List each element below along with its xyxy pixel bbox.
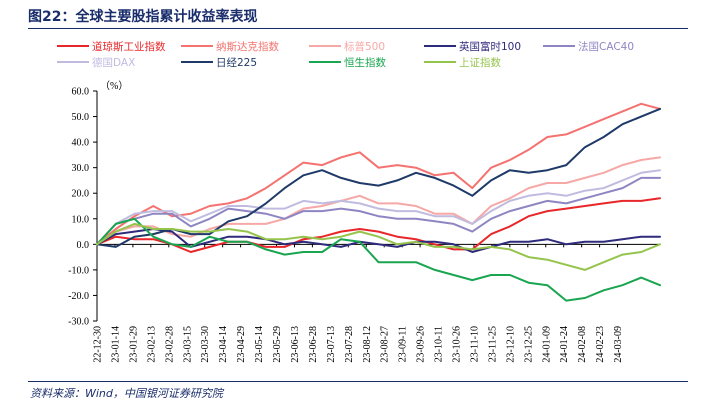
x-tick-label: 23-12-25 bbox=[523, 326, 534, 363]
series-line bbox=[96, 107, 661, 248]
series-line bbox=[96, 222, 661, 271]
series-line bbox=[96, 156, 661, 246]
x-tick-label: 24-02-23 bbox=[595, 326, 606, 363]
y-tick-label: 20.0 bbox=[72, 189, 90, 200]
source-divider bbox=[28, 381, 688, 382]
x-tick-label: 23-12-10 bbox=[505, 326, 516, 363]
legend-label: 德国DAX bbox=[92, 56, 135, 69]
series-line bbox=[96, 102, 661, 246]
legend-label: 日经225 bbox=[216, 56, 257, 69]
x-tick-label: 24-01-24 bbox=[559, 326, 570, 363]
x-tick-label: 23-01-29 bbox=[128, 326, 139, 363]
x-axis: 22-12-30 23-01-14 23-01-29 23-02-13 23-02-28… bbox=[93, 243, 660, 363]
x-tick-label: 23-11-25 bbox=[487, 326, 498, 362]
title-divider bbox=[28, 28, 688, 29]
x-tick-label: 23-05-29 bbox=[272, 326, 283, 363]
x-tick-label: 23-02-28 bbox=[164, 326, 175, 363]
y-tick-label: -10.0 bbox=[68, 265, 89, 276]
x-tick-label: 23-06-28 bbox=[308, 326, 319, 363]
x-tick-label: 23-02-13 bbox=[146, 326, 157, 363]
x-tick-label: 23-10-11 bbox=[434, 326, 445, 362]
x-tick-label: 23-04-14 bbox=[218, 326, 229, 363]
x-tick-label: 23-06-13 bbox=[290, 326, 301, 363]
y-axis: -30.0 -20.0 -10.0 0.0 10.0 20.0 30.0 40.0 50.0 60… bbox=[68, 87, 98, 328]
y-tick-label: 30.0 bbox=[72, 163, 90, 174]
x-tick-label: 23-03-15 bbox=[182, 326, 193, 363]
series-line bbox=[96, 217, 661, 302]
y-axis-unit-label: （%） bbox=[100, 80, 128, 92]
x-tick-label: 24-01-09 bbox=[541, 326, 552, 363]
y-tick-label: 10.0 bbox=[72, 214, 90, 225]
x-tick-label: 23-07-13 bbox=[326, 326, 337, 363]
x-tick-label: 23-03-30 bbox=[200, 326, 211, 363]
x-tick-label: 24-02-08 bbox=[577, 326, 588, 363]
legend: 道琼斯工业指数 纳斯达克指数 标普500 英国富时100 法国CAC40 德国DAX 日经2… bbox=[57, 40, 634, 69]
legend-label: 法国CAC40 bbox=[578, 40, 634, 53]
series-line bbox=[96, 169, 661, 246]
x-tick-label: 23-10-26 bbox=[452, 326, 463, 363]
legend-label: 英国富时100 bbox=[459, 40, 521, 53]
legend-label: 标普500 bbox=[344, 40, 385, 53]
chart-title: 图22：全球主要股指累计收益率表现 bbox=[28, 9, 258, 25]
x-tick-label: 23-01-14 bbox=[110, 326, 121, 363]
x-tick-label: 22-12-30 bbox=[93, 326, 104, 363]
x-tick-label: 23-04-29 bbox=[236, 326, 247, 363]
y-tick-label: -20.0 bbox=[68, 291, 89, 302]
y-tick-label: 50.0 bbox=[72, 112, 90, 123]
legend-label: 纳斯达克指数 bbox=[216, 40, 279, 53]
x-tick-label: 23-05-14 bbox=[254, 326, 265, 363]
x-tick-label: 23-11-10 bbox=[469, 326, 480, 362]
series-line bbox=[96, 197, 661, 253]
y-tick-label: 0.0 bbox=[77, 240, 90, 251]
x-tick-label: 23-08-27 bbox=[380, 326, 391, 363]
legend-label: 恒生指数 bbox=[344, 56, 386, 69]
y-tick-label: 60.0 bbox=[72, 87, 90, 98]
source-note: 资料来源：Wind，中国银河证券研究院 bbox=[30, 387, 223, 400]
y-tick-label: 40.0 bbox=[72, 138, 90, 149]
x-tick-label: 23-09-11 bbox=[398, 326, 409, 362]
x-tick-label: 23-09-26 bbox=[416, 326, 427, 363]
x-tick-label: 24-03-09 bbox=[613, 326, 624, 363]
x-tick-label: 23-07-28 bbox=[344, 326, 355, 363]
legend-label: 道琼斯工业指数 bbox=[92, 40, 166, 53]
y-tick-label: -30.0 bbox=[68, 317, 89, 328]
series-line bbox=[96, 176, 661, 246]
x-tick-label: 23-08-12 bbox=[362, 326, 373, 363]
series-lines bbox=[96, 102, 661, 302]
legend-label: 上证指数 bbox=[459, 56, 501, 69]
